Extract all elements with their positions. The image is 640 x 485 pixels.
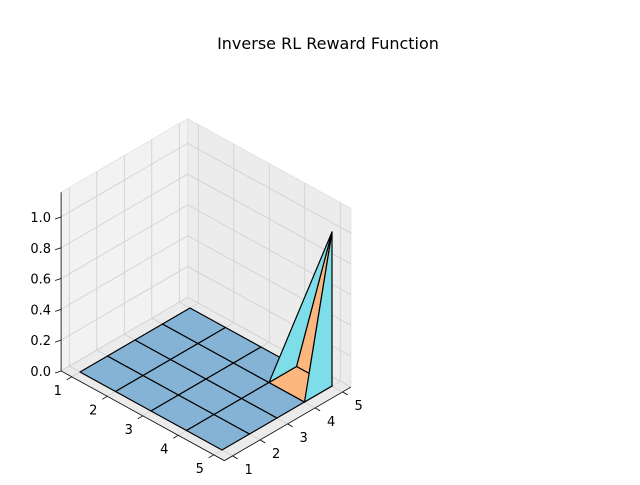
x-tick (173, 434, 179, 439)
grid-line-z (60, 204, 352, 296)
y-tick-label: 2 (272, 447, 280, 462)
z-tick-label: 0.0 (30, 365, 51, 380)
z-tick (54, 278, 62, 281)
grid-line-z (60, 173, 352, 265)
z-tick-label: 0.4 (30, 303, 51, 318)
y-tick-label: 1 (245, 463, 253, 478)
z-tick (54, 247, 62, 251)
surface-plot (79, 231, 334, 451)
y-tick (314, 407, 321, 412)
chart-title: Inverse RL Reward Function (217, 34, 439, 53)
z-tick (54, 339, 62, 343)
z-tick-label: 1.0 (30, 211, 51, 226)
y-tick (259, 439, 266, 444)
y-tick-label: 5 (355, 399, 363, 414)
x-tick-label: 5 (196, 462, 204, 477)
surface-face-peak (303, 231, 333, 403)
y-tick (287, 423, 293, 428)
y-tick (342, 391, 348, 396)
grid-line-z (60, 235, 352, 326)
y-tick (232, 455, 238, 460)
z-tick-label: 0.2 (30, 334, 51, 349)
x-tick (102, 395, 108, 400)
y-tick-label: 3 (300, 431, 308, 446)
x-tick (66, 376, 72, 381)
z-tick (54, 216, 62, 220)
axes: 0.0 0.2 0.4 0.6 0.8 1.0 1 2 3 4 5 1 2 3 4 5 (30, 192, 363, 478)
surface-face-peak (268, 231, 333, 384)
x-tick-label: 2 (89, 403, 97, 418)
x-tick (137, 415, 143, 420)
z-tick (54, 370, 62, 374)
z-tick-label: 0.8 (30, 242, 51, 257)
z-tick (54, 308, 62, 312)
grid-line-z (60, 142, 352, 234)
z-tick-label: 0.6 (30, 273, 51, 288)
x-tick-label: 4 (160, 442, 168, 457)
x-tick (208, 454, 214, 459)
x-tick-label: 1 (54, 384, 62, 399)
y-axis-line (224, 386, 352, 461)
y-tick-label: 4 (327, 415, 335, 430)
x-tick-label: 3 (125, 423, 133, 438)
